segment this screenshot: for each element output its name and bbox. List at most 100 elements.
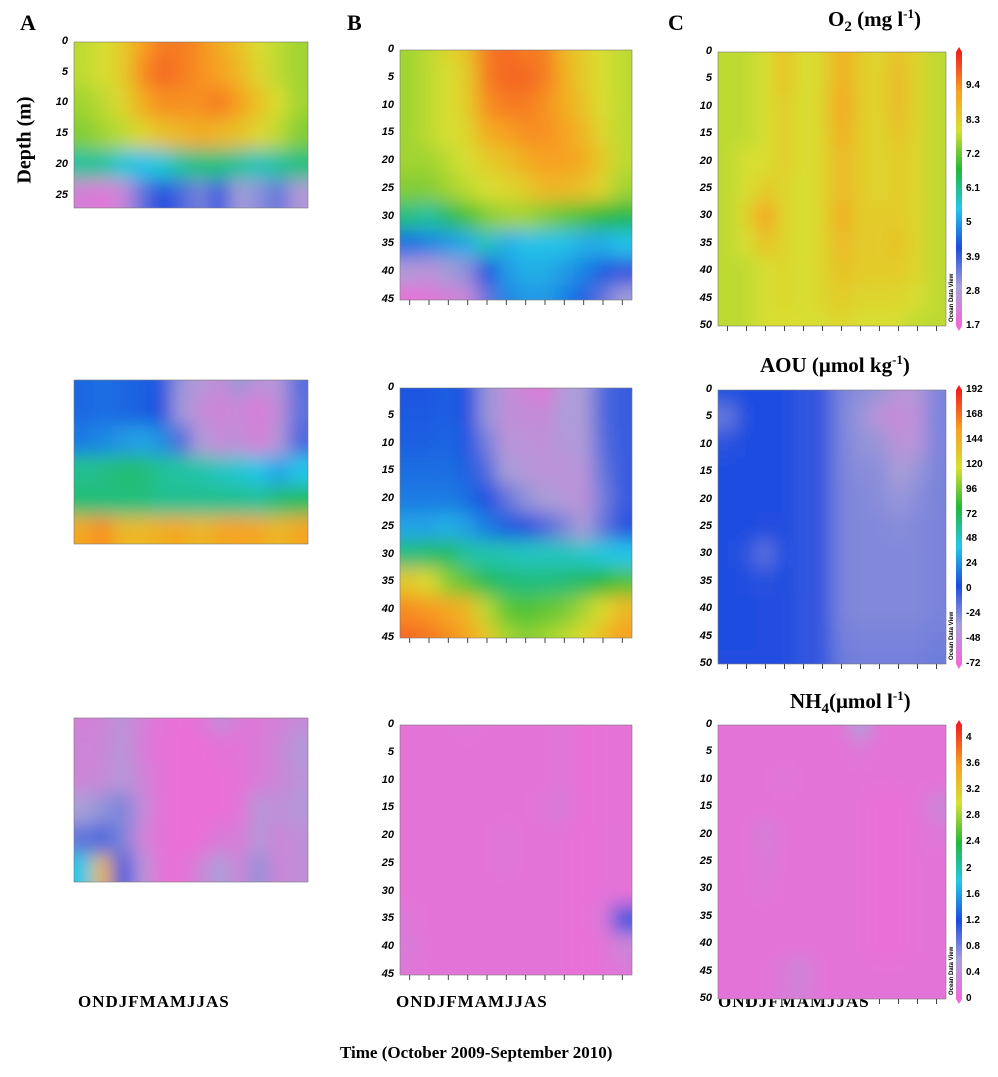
heatmap-cell xyxy=(554,932,575,962)
heatmap-cell xyxy=(534,118,556,148)
heatmap-frame xyxy=(73,717,309,883)
heatmap-cell xyxy=(831,957,852,986)
heatmap-cell xyxy=(288,823,308,856)
heatmap-cell xyxy=(496,540,517,570)
heatmap-cell xyxy=(850,174,871,204)
heatmap-cell xyxy=(850,725,871,740)
heatmap-cell xyxy=(515,738,536,768)
heatmap-cell xyxy=(249,394,270,427)
heatmap-cell xyxy=(171,425,192,457)
heatmap-cell xyxy=(888,390,909,405)
heatmap-cell xyxy=(793,174,814,204)
heatmap-cell xyxy=(926,540,946,569)
heatmap-cell xyxy=(812,765,833,794)
heatmap-cell xyxy=(554,118,575,148)
title-o2: O2 (mg l-1) xyxy=(828,6,921,36)
heatmap-cell xyxy=(831,390,852,405)
colorbar-end-cap xyxy=(956,326,962,331)
heatmap-cell xyxy=(812,512,833,542)
heatmap-cell xyxy=(573,738,594,768)
heatmap-cell xyxy=(515,540,536,570)
heatmap-cell xyxy=(869,957,890,986)
heatmap-cell xyxy=(515,50,536,65)
heatmap-cell xyxy=(554,50,575,65)
heatmap-cell xyxy=(812,390,833,405)
heatmap-cell xyxy=(112,854,133,882)
heatmap-cell xyxy=(288,149,308,181)
heatmap-cell xyxy=(476,118,498,148)
heatmap-cell xyxy=(793,430,814,459)
heatmap-cell xyxy=(718,984,738,999)
heatmap-cell xyxy=(288,718,308,734)
heatmap-cell xyxy=(907,725,928,740)
heatmap-cell xyxy=(907,403,928,432)
heatmap-a-o2 xyxy=(74,42,308,208)
heatmap-cell xyxy=(171,149,192,181)
heatmap-cell xyxy=(869,229,890,258)
heatmap-cell xyxy=(515,230,536,259)
heatmap-cell xyxy=(869,847,890,877)
heatmap-cell xyxy=(400,484,420,514)
heatmap-cell xyxy=(869,311,890,326)
heatmap-cell xyxy=(171,823,192,856)
heatmap-cell xyxy=(850,622,871,651)
heatmap-cell xyxy=(869,403,890,432)
heatmap-cell xyxy=(74,516,94,544)
heatmap-cell xyxy=(831,430,852,459)
heatmap-cell xyxy=(888,649,909,664)
heatmap-cell xyxy=(831,875,852,904)
heatmap-cell xyxy=(774,567,795,596)
heatmap-cell xyxy=(400,50,420,65)
heatmap-cell xyxy=(268,149,289,181)
heatmap-cell xyxy=(93,718,114,734)
heatmap-cell xyxy=(534,484,556,514)
heatmap-cell xyxy=(515,257,536,287)
heatmap-cell xyxy=(418,725,440,740)
heatmap-cell xyxy=(496,456,517,486)
heatmap-cell xyxy=(755,875,776,904)
colorbar-tick-label: 9.4 xyxy=(966,80,980,92)
heatmap-cell xyxy=(93,394,114,427)
heatmap-cell xyxy=(573,849,594,879)
heatmap-cell xyxy=(793,458,814,487)
heatmap-cell xyxy=(515,146,536,176)
heatmap-cell xyxy=(74,380,94,396)
y-tick-label: 5 xyxy=(387,745,394,758)
heatmap-cell xyxy=(612,174,632,204)
heatmap-cell xyxy=(534,821,556,851)
heatmap-cell xyxy=(774,820,795,849)
heatmap-cell xyxy=(476,766,498,795)
heatmap-cell xyxy=(249,118,270,151)
heatmap-cell xyxy=(869,725,890,740)
heatmap-cell xyxy=(907,765,928,794)
heatmap-cell xyxy=(288,380,308,396)
heatmap-cell xyxy=(554,202,575,232)
heatmap-cell xyxy=(869,120,890,149)
heatmap-cell xyxy=(612,932,632,962)
heatmap-cell xyxy=(793,65,814,94)
heatmap-cell xyxy=(869,257,890,286)
heatmap-cell xyxy=(850,649,871,664)
heatmap-cell xyxy=(457,285,478,300)
heatmap-cell xyxy=(718,540,738,569)
heatmap-cell xyxy=(534,512,556,542)
heatmap-cell xyxy=(850,595,871,624)
heatmap-cell xyxy=(171,56,192,89)
heatmap-cell xyxy=(755,793,776,822)
heatmap-cell xyxy=(496,230,517,259)
heatmap-cell xyxy=(249,718,270,734)
colorbar-tick-label: 5 xyxy=(966,217,972,229)
heatmap-cell xyxy=(573,595,594,625)
heatmap-cell xyxy=(457,821,478,851)
heatmap-cell xyxy=(888,622,909,651)
heatmap-cell xyxy=(534,50,556,65)
heatmap-cell xyxy=(718,649,738,664)
heatmap-cell xyxy=(718,311,738,326)
heatmap-cell xyxy=(831,725,852,740)
heatmap-cell xyxy=(592,401,614,431)
heatmap-cell xyxy=(793,738,814,767)
heatmap-cell xyxy=(229,854,250,882)
heatmap-cell xyxy=(534,540,556,570)
heatmap-cell xyxy=(888,540,909,569)
heatmap-cell xyxy=(496,484,517,514)
